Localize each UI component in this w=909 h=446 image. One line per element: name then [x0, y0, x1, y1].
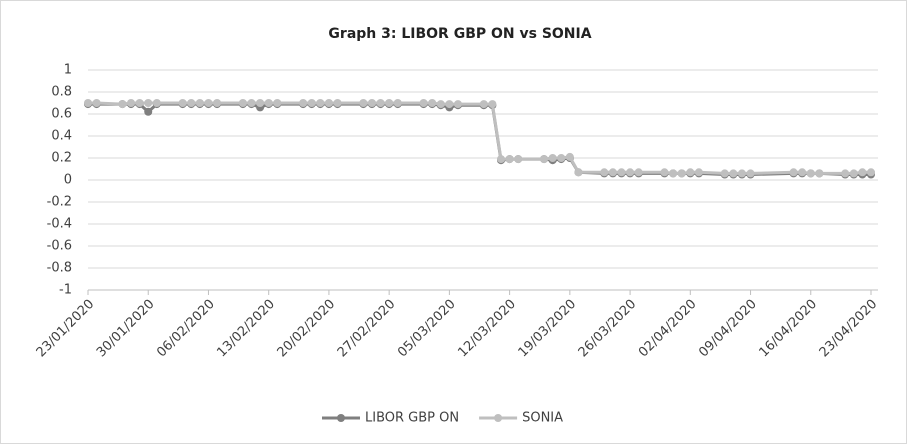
data-point	[557, 154, 566, 162]
data-point	[479, 100, 488, 109]
data-point	[548, 154, 557, 162]
chart-title: Graph 3: LIBOR GBP ON vs SONIA	[328, 26, 591, 42]
data-point	[367, 99, 376, 107]
data-point	[694, 168, 703, 177]
data-point	[118, 100, 127, 109]
y-tick-label: -1	[59, 283, 72, 298]
data-point	[497, 155, 506, 164]
data-point	[385, 99, 394, 107]
data-point	[806, 169, 815, 178]
data-point	[127, 99, 136, 107]
data-point	[746, 169, 755, 178]
y-tick-label: 0.6	[51, 107, 72, 122]
data-point	[608, 168, 617, 177]
data-point	[617, 168, 626, 177]
data-point	[152, 99, 161, 107]
data-point	[359, 99, 368, 107]
y-tick-label: 0.8	[51, 85, 72, 100]
data-point	[273, 99, 282, 107]
y-tick-label: -0.8	[47, 261, 72, 276]
data-point	[600, 168, 609, 177]
data-point	[144, 107, 153, 116]
data-point	[858, 168, 867, 177]
data-point	[428, 99, 437, 107]
data-point	[634, 168, 643, 177]
data-point	[419, 99, 428, 107]
legend-marker	[337, 414, 345, 422]
data-point	[307, 99, 316, 107]
data-point	[789, 168, 798, 177]
data-point	[565, 152, 574, 161]
data-point	[798, 168, 807, 177]
data-point	[669, 169, 678, 178]
y-tick-label: 0.2	[51, 151, 72, 166]
legend-marker	[494, 414, 503, 422]
data-point	[677, 169, 686, 178]
data-point	[445, 100, 454, 109]
data-point	[178, 99, 187, 107]
data-point	[488, 100, 497, 109]
data-point	[737, 169, 746, 178]
data-point	[144, 99, 153, 107]
series-line	[88, 101, 871, 175]
data-point	[514, 155, 523, 164]
data-point	[84, 99, 92, 107]
data-point	[841, 169, 850, 178]
data-point	[849, 169, 858, 178]
data-point	[299, 99, 308, 107]
data-point	[256, 99, 265, 107]
data-point	[376, 99, 385, 107]
data-point	[195, 99, 204, 107]
y-tick-label: 1	[64, 63, 72, 78]
data-point	[540, 155, 549, 164]
y-tick-label: -0.2	[47, 195, 72, 210]
data-point	[187, 99, 196, 107]
data-point	[238, 99, 247, 107]
data-point	[720, 169, 729, 178]
data-point	[453, 100, 462, 109]
y-tick-label: 0	[64, 173, 72, 188]
data-point	[626, 168, 635, 177]
data-point	[247, 99, 256, 107]
data-point	[204, 99, 213, 107]
data-point	[324, 99, 333, 107]
data-point	[574, 168, 583, 177]
y-tick-label: -0.6	[47, 239, 72, 254]
data-point	[393, 99, 402, 107]
data-point	[92, 99, 101, 107]
data-point	[264, 99, 273, 107]
data-point	[815, 169, 824, 178]
data-point	[660, 168, 669, 177]
data-point	[135, 99, 144, 107]
data-point	[686, 168, 695, 177]
y-tick-label: 0.4	[51, 129, 72, 144]
legend-label: SONIA	[522, 411, 563, 426]
y-tick-label: -0.4	[47, 217, 72, 232]
data-point	[333, 99, 342, 107]
legend-label: LIBOR GBP ON	[365, 411, 459, 426]
data-point	[729, 169, 738, 178]
data-point	[505, 155, 514, 164]
data-point	[867, 168, 875, 177]
data-point	[436, 100, 445, 109]
data-point	[316, 99, 325, 107]
data-point	[213, 99, 222, 107]
